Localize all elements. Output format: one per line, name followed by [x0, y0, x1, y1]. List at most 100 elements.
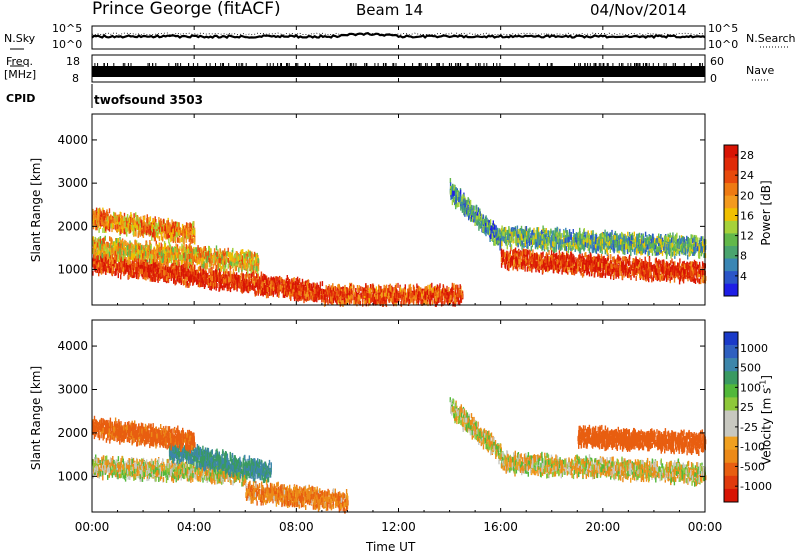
scatter-cell — [241, 259, 243, 265]
scatter-cell — [177, 265, 179, 271]
scatter-cell — [131, 244, 133, 250]
scatter-cell — [242, 273, 244, 279]
scatter-cell — [119, 211, 121, 217]
scatter-cell — [128, 244, 130, 250]
scatter-cell — [174, 236, 177, 242]
scatter-cell — [140, 259, 142, 265]
scatter-cell — [256, 266, 258, 272]
scatter-cell — [283, 279, 286, 285]
scatter-cell — [319, 281, 322, 287]
scatter-cell — [204, 282, 206, 288]
scatter-cell — [252, 277, 254, 283]
scatter-cell — [96, 267, 99, 273]
scatter-cell — [219, 252, 221, 258]
scatter-cell — [135, 231, 137, 237]
scatter-cell — [119, 262, 121, 268]
scatter-cell — [226, 268, 228, 274]
scatter-cell — [136, 224, 138, 230]
scatter-cell — [230, 255, 232, 261]
scatter-cell — [135, 263, 137, 269]
scatter-cell — [228, 277, 230, 283]
scatter-cell — [267, 284, 269, 289]
scatter-cell — [296, 292, 299, 297]
scatter-cell — [173, 225, 176, 231]
scatter-cell — [211, 260, 213, 266]
scatter-cell — [164, 233, 166, 239]
scatter-cell — [200, 277, 203, 283]
scatter-cell — [185, 244, 187, 250]
scatter-cell — [119, 267, 121, 273]
scatter-cell — [261, 280, 263, 285]
scatter-cell — [93, 264, 95, 270]
scatter-cell — [136, 269, 139, 275]
scatter-cell — [136, 244, 138, 249]
scatter-cell — [246, 262, 249, 268]
scatter-cell — [294, 287, 296, 293]
scatter-cell — [153, 276, 156, 282]
scatter-cell — [202, 270, 204, 276]
scatter-cell — [148, 217, 150, 223]
scatter-cell — [164, 259, 166, 264]
scatter-cell — [206, 255, 209, 261]
scatter-cell — [189, 280, 191, 286]
scatter-cell — [97, 262, 100, 268]
scatter-cell — [158, 217, 160, 222]
scatter-cell — [118, 262, 120, 268]
scatter-cell — [303, 290, 306, 296]
scatter-cell — [183, 280, 186, 285]
scatter-cell — [301, 282, 303, 288]
scatter-cell — [205, 251, 207, 257]
scatter-cell — [290, 295, 292, 301]
scatter-cell — [98, 264, 101, 269]
scatter-cell — [183, 277, 186, 283]
scatter-cell — [191, 238, 193, 244]
scatter-cell — [160, 271, 163, 277]
scatter-cell — [153, 233, 156, 239]
scatter-cell — [153, 258, 155, 264]
scatter-cell — [119, 226, 121, 232]
scatter-cell — [127, 274, 129, 280]
scatter-cell — [159, 260, 161, 266]
scatter-cell — [156, 224, 158, 230]
scatter-cell — [216, 251, 218, 257]
scatter-cell — [97, 250, 99, 256]
scatter-cell — [137, 249, 139, 255]
scatter-cell — [107, 260, 109, 266]
scatter-cell — [103, 210, 105, 215]
scatter-cell — [194, 237, 196, 243]
scatter-cell — [172, 254, 175, 260]
scatter-cell — [243, 264, 245, 270]
scatter-cell — [309, 292, 311, 297]
scatter-cell — [168, 238, 170, 244]
scatter-cell — [151, 276, 153, 282]
scatter-cell — [163, 270, 165, 276]
scatter-cell — [102, 212, 104, 218]
scatter-cell — [145, 240, 147, 246]
scatter-cell — [260, 279, 262, 285]
scatter-cell — [194, 264, 196, 270]
scatter-cell — [151, 249, 153, 255]
scatter-cell — [162, 253, 165, 259]
scatter-cell — [197, 279, 199, 285]
scatter-cell — [127, 251, 129, 257]
scatter-cell — [177, 253, 179, 259]
scatter-cell — [264, 289, 266, 295]
scatter-cell — [254, 288, 256, 294]
scatter-cell — [286, 275, 288, 280]
scatter-cell — [201, 249, 203, 255]
scatter-cell — [131, 270, 134, 276]
scatter-cell — [106, 248, 108, 254]
scatter-cell — [185, 282, 187, 288]
scatter-cell — [180, 271, 182, 277]
scatter-cell — [198, 265, 201, 271]
scatter-cell — [139, 250, 141, 255]
scatter-cell — [243, 286, 245, 292]
scatter-cell — [232, 272, 234, 278]
scatter-cell — [199, 265, 201, 271]
scatter-cell — [277, 276, 279, 282]
scatter-cell — [223, 285, 225, 291]
scatter-cell — [200, 276, 202, 282]
scatter-cell — [194, 276, 196, 282]
scatter-cell — [114, 271, 116, 276]
scatter-cell — [217, 258, 219, 264]
